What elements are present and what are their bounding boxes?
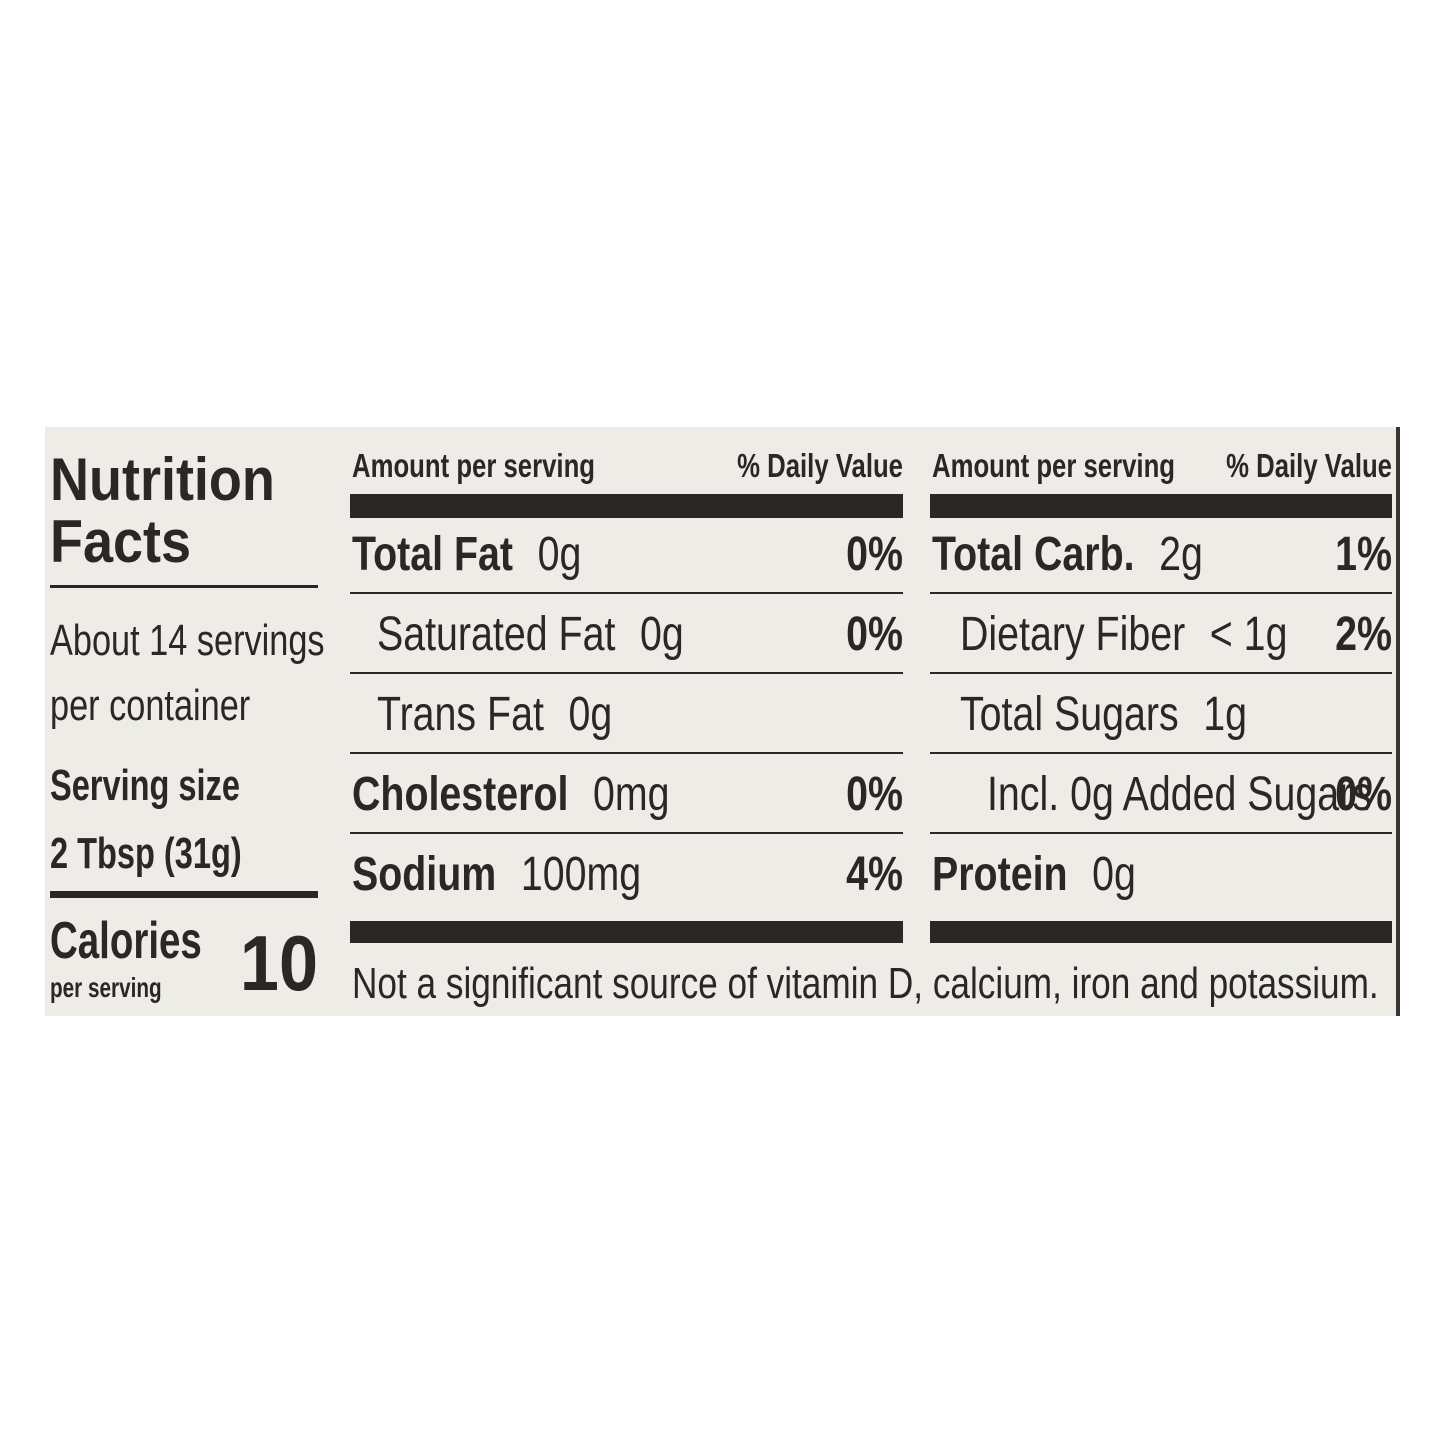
daily-value-group: 2%: [1335, 607, 1392, 661]
servings-group: About 14 servings: [50, 616, 325, 665]
nutrient-amount: < 1g: [1210, 607, 1288, 661]
daily-value-group: 0%: [846, 607, 903, 661]
daily-value-group: 0%: [846, 767, 903, 821]
nutrient: Cholesterol 0mg: [352, 767, 670, 821]
servings: About 14 servings: [50, 616, 325, 665]
daily-value: 0%: [846, 527, 903, 581]
nutrient-name: Saturated Fat: [377, 607, 615, 661]
column-header-group: % Daily Value: [737, 448, 903, 485]
servings: per container: [50, 681, 250, 730]
serving-size-value: 2 Tbsp (31g): [50, 829, 242, 878]
footnote-group: Not a significant source of vitamin D, c…: [352, 959, 1379, 1008]
servings-group: per container: [50, 681, 250, 730]
thick-bar: [930, 921, 1392, 943]
nutrient-row: Trans Fat 0g: [377, 687, 612, 741]
nutrient-row: Sodium 100mg: [352, 847, 641, 901]
nutrient-amount: 0g: [538, 527, 582, 581]
nutrient-amount: 0g: [568, 687, 612, 741]
column-header: % Daily Value: [1226, 448, 1392, 485]
daily-value: 0%: [846, 607, 903, 661]
nutrient: Trans Fat 0g: [377, 687, 612, 741]
calories-sub-group: per serving: [50, 973, 162, 1004]
footnote: Not a significant source of vitamin D, c…: [352, 959, 1379, 1008]
nutrient-row: Total Sugars 1g: [960, 687, 1247, 741]
calories-sub: per serving: [50, 973, 162, 1004]
nutrient-name: Total Fat: [352, 527, 513, 581]
serving-size-label: Serving size: [50, 761, 240, 810]
nutrient-row: Total Carb. 2g: [932, 527, 1203, 581]
rule: [930, 832, 1392, 834]
daily-value: 4%: [846, 847, 903, 901]
nutrient-amount: 2g: [1159, 527, 1203, 581]
rule: [350, 592, 903, 594]
calories-value: 10: [240, 920, 318, 1007]
nutrient: Protein 0g: [932, 847, 1136, 901]
panel-edge: [1396, 427, 1400, 1016]
thick-bar: [350, 921, 903, 943]
nutrient-row: Protein 0g: [932, 847, 1136, 901]
thick-bar: [930, 494, 1392, 518]
rule: [930, 752, 1392, 754]
title-group: Facts: [50, 508, 191, 575]
daily-value-group: 4%: [846, 847, 903, 901]
nutrient: Sodium 100mg: [352, 847, 641, 901]
daily-value: 1%: [1335, 527, 1392, 581]
rule: [350, 832, 903, 834]
thick-bar: [350, 494, 903, 518]
column-header-group: Amount per serving: [352, 448, 595, 485]
nutrient-row: Total Fat 0g: [352, 527, 581, 581]
calories-label: Calories: [50, 911, 202, 969]
column-header-group: Amount per serving: [932, 448, 1175, 485]
serving-size-label-group: Serving size: [50, 761, 240, 810]
nutrient-name: Protein: [932, 847, 1068, 901]
nutrient: Total Fat 0g: [352, 527, 581, 581]
serving-size-value-group: 2 Tbsp (31g): [50, 829, 242, 878]
daily-value: 0%: [1335, 767, 1392, 821]
nutrient: Total Sugars 1g: [960, 687, 1247, 741]
nutrient: Saturated Fat 0g: [377, 607, 684, 661]
nutrient-amount: 1g: [1203, 687, 1247, 741]
daily-value: 0%: [846, 767, 903, 821]
daily-value-group: 0%: [846, 527, 903, 581]
nutrient-amount: 100mg: [521, 847, 641, 901]
nutrient-name: Trans Fat: [377, 687, 544, 741]
nutrient-name: Total Carb.: [932, 527, 1135, 581]
nutrient-row: Incl. 0g Added Sugars: [987, 767, 1372, 821]
column-header: % Daily Value: [737, 448, 903, 485]
column-header: Amount per serving: [932, 448, 1175, 485]
nutrient-name: Incl. 0g Added Sugars: [987, 767, 1372, 821]
nutrient-name: Sodium: [352, 847, 496, 901]
nutrient: Incl. 0g Added Sugars: [987, 767, 1372, 821]
daily-value-group: 1%: [1335, 527, 1392, 581]
nutrient: Total Carb. 2g: [932, 527, 1203, 581]
rule: [350, 672, 903, 674]
nutrient-name: Dietary Fiber: [960, 607, 1185, 661]
title: Facts: [50, 508, 191, 575]
nutrient-row: Saturated Fat 0g: [377, 607, 684, 661]
rule: [930, 672, 1392, 674]
rule: [50, 891, 318, 898]
nutrient-name: Cholesterol: [352, 767, 568, 821]
label-panel: [45, 427, 1400, 1016]
column-header: Amount per serving: [352, 448, 595, 485]
nutrient-name: Total Sugars: [960, 687, 1179, 741]
calories-label-group: Calories: [50, 911, 202, 969]
nutrient: Dietary Fiber < 1g: [960, 607, 1287, 661]
column-header-group: % Daily Value: [1226, 448, 1392, 485]
rule: [50, 585, 318, 588]
nutrient-row: Dietary Fiber < 1g: [960, 607, 1287, 661]
nutrient-amount: 0g: [1092, 847, 1136, 901]
daily-value: 2%: [1335, 607, 1392, 661]
title-group: Nutrition: [50, 446, 275, 513]
nutrient-amount: 0mg: [593, 767, 670, 821]
daily-value-group: 0%: [1335, 767, 1392, 821]
nutrient-row: Cholesterol 0mg: [352, 767, 670, 821]
title: Nutrition: [50, 446, 275, 513]
calories-value-group: 10: [240, 920, 318, 1007]
rule: [350, 752, 903, 754]
nutrient-amount: 0g: [640, 607, 684, 661]
rule: [930, 592, 1392, 594]
